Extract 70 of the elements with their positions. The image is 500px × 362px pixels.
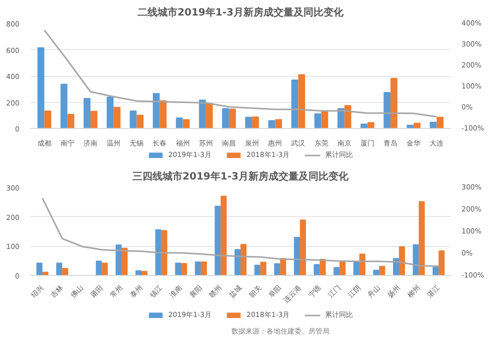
bar: [106, 96, 114, 128]
bar: [294, 236, 300, 276]
bar: [268, 120, 276, 128]
bar: [438, 250, 445, 276]
bar: [90, 110, 98, 128]
bar: [298, 74, 306, 128]
bar: [130, 110, 137, 128]
bar: [102, 262, 108, 276]
bar: [62, 268, 68, 276]
line-series: [42, 197, 440, 268]
bar: [359, 254, 366, 276]
bar: [161, 230, 168, 276]
bar: [56, 262, 62, 276]
bar: [260, 262, 266, 276]
bar: [234, 249, 241, 276]
bar: [254, 264, 260, 276]
bar: [122, 248, 128, 276]
bar: [252, 116, 259, 128]
bar: [67, 114, 74, 128]
bar: [367, 122, 374, 128]
bar: [194, 262, 201, 276]
bar: [182, 119, 190, 128]
bar: [360, 124, 368, 128]
bar: [116, 244, 122, 276]
bar: [84, 98, 90, 128]
chart-title: 二线城市2019年1-3月新房成交量及同比变化: [138, 6, 344, 18]
bar: [406, 124, 414, 128]
bar: [436, 116, 444, 128]
bar: [176, 118, 183, 128]
bar: [96, 260, 102, 276]
bar: [373, 270, 380, 276]
bar: [181, 262, 188, 276]
bar: [60, 84, 68, 128]
bar: [398, 246, 405, 276]
bar: [390, 78, 398, 128]
bar: [175, 262, 182, 276]
bar: [353, 262, 360, 276]
bar: [44, 110, 52, 128]
bar: [37, 47, 44, 128]
bar: [384, 92, 390, 128]
bar: [321, 111, 328, 128]
bar: [414, 122, 420, 128]
bar: [432, 266, 439, 276]
bar: [430, 122, 437, 128]
bar: [222, 108, 229, 128]
bar: [379, 266, 386, 276]
bar: [300, 220, 306, 276]
bar: [314, 264, 320, 276]
bar: [274, 263, 280, 276]
bar: [344, 105, 352, 128]
bar: [291, 79, 298, 128]
bar: [418, 201, 425, 276]
bar: [245, 116, 252, 128]
bar: [314, 113, 322, 128]
bar: [136, 114, 144, 128]
bar: [334, 267, 340, 276]
bar: [240, 244, 246, 276]
bar: [275, 119, 282, 128]
bar: [200, 262, 207, 276]
bar: [206, 102, 213, 128]
bar: [337, 108, 344, 128]
line-series: [44, 29, 438, 118]
chart-title: 三四线城市2019年1-3月新房成交量及同比变化: [132, 170, 350, 182]
bar: [340, 262, 346, 276]
bar: [198, 100, 206, 128]
bar: [114, 106, 120, 128]
bar: [214, 206, 221, 276]
bar: [36, 262, 42, 276]
bar: [220, 196, 227, 276]
bar: [228, 108, 236, 128]
